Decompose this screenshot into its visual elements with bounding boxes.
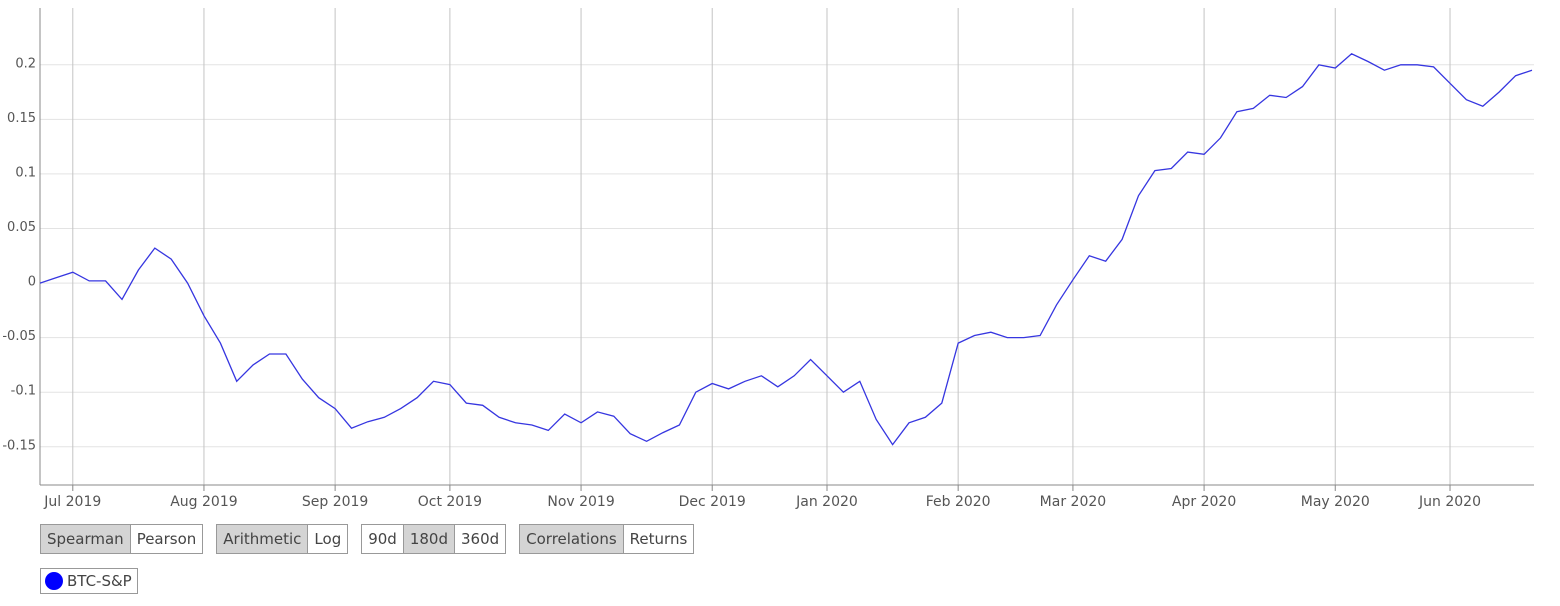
y-tick-label: 0 [28,275,36,290]
toggle-button[interactable]: Log [308,525,348,553]
y-tick-label: 0.15 [7,111,36,126]
x-tick-label: Jun 2020 [1418,494,1481,510]
toggle-button[interactable]: Arithmetic [217,525,309,553]
x-tick-label: Mar 2020 [1040,494,1107,510]
x-tick-label: Apr 2020 [1172,494,1236,510]
button-group: Spearman Pearson [40,524,204,554]
toggle-button[interactable]: Returns [623,525,694,553]
button-group: 90d 180d 360d [361,524,507,554]
chart: -0.15 -0.1 -0.05 0 0.05 0.1 0.15 0.2 Jul 2019 Aug… [2,8,1534,510]
legend-marker [45,572,63,590]
x-tick-label: Jul 2019 [43,494,101,510]
legend-label: BTC-S&P [67,572,132,590]
y-tick-label: 0.2 [15,56,36,71]
toggle-button[interactable]: Correlations [520,525,624,553]
x-tick-label: Sep 2019 [302,494,368,510]
x-tick-label: Aug 2019 [170,494,237,510]
y-tick-label: -0.05 [2,329,36,344]
y-tick-label: -0.15 [2,438,36,453]
toggle-button[interactable]: 180d [403,525,455,553]
x-tick-label: Nov 2019 [547,494,614,510]
x-tick-label: Feb 2020 [926,494,991,510]
toggle-button[interactable]: 90d [362,525,404,553]
y-tick-label: 0.05 [7,220,36,235]
x-tick-label: May 2020 [1301,494,1370,510]
toggle-button[interactable]: 360d [454,525,506,553]
toggle-button[interactable]: Pearson [130,525,203,553]
legend-item[interactable]: BTC-S&P [40,568,138,594]
x-tick-label: Dec 2019 [679,494,746,510]
y-tick-label: -0.1 [11,384,36,399]
button-group: Correlations Returns [519,524,695,554]
x-tick-label: Oct 2019 [418,494,482,510]
controls: Spearman Pearson Arithmetic Log 90d 180d 360d C… [40,524,707,554]
x-tick-label: Jan 2020 [795,494,858,510]
button-group: Arithmetic Log [216,524,349,554]
line-series [39,53,1533,446]
y-tick-label: 0.1 [15,165,36,180]
toggle-button[interactable]: Spearman [41,525,131,553]
